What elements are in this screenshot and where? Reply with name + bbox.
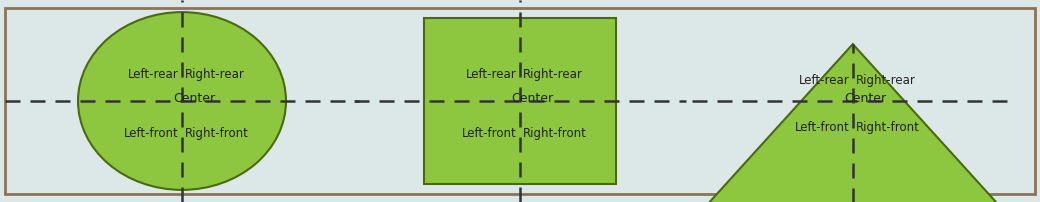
- Text: Right-front: Right-front: [185, 127, 249, 140]
- Text: Right-front: Right-front: [856, 121, 919, 134]
- Text: Left-rear: Left-rear: [799, 74, 850, 87]
- Text: Right-rear: Right-rear: [523, 68, 583, 81]
- Text: Left-front: Left-front: [795, 121, 850, 134]
- Text: Right-rear: Right-rear: [185, 68, 245, 81]
- Text: Center: Center: [174, 93, 215, 105]
- Text: Left-front: Left-front: [462, 127, 517, 140]
- Bar: [424, 18, 616, 184]
- Text: Center: Center: [512, 93, 553, 105]
- Text: Right-front: Right-front: [523, 127, 587, 140]
- Text: Left-rear: Left-rear: [466, 68, 517, 81]
- Ellipse shape: [78, 12, 286, 190]
- Polygon shape: [692, 44, 1014, 202]
- Text: Left-rear: Left-rear: [128, 68, 179, 81]
- FancyBboxPatch shape: [5, 8, 1035, 194]
- Text: Right-rear: Right-rear: [856, 74, 916, 87]
- Text: Left-front: Left-front: [124, 127, 179, 140]
- Text: Center: Center: [844, 93, 886, 105]
